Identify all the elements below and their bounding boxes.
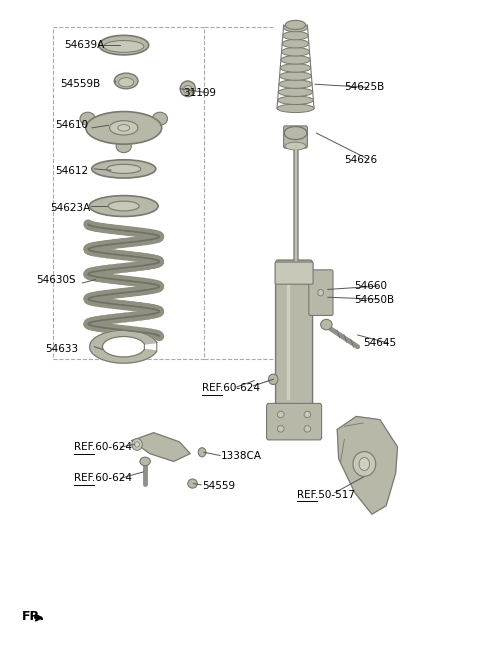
Polygon shape	[90, 330, 157, 363]
Text: FR.: FR.	[22, 610, 45, 623]
Text: 1338CA: 1338CA	[221, 451, 262, 461]
Ellipse shape	[198, 447, 206, 457]
Text: REF.60-624: REF.60-624	[202, 384, 260, 394]
Ellipse shape	[280, 64, 311, 72]
FancyBboxPatch shape	[284, 126, 307, 148]
Ellipse shape	[277, 411, 284, 418]
Ellipse shape	[86, 112, 162, 144]
Text: 31109: 31109	[183, 87, 216, 98]
Text: 54633: 54633	[46, 344, 79, 354]
Ellipse shape	[285, 20, 306, 30]
Ellipse shape	[282, 39, 309, 48]
Bar	[53, 27, 204, 359]
Ellipse shape	[152, 112, 168, 125]
Text: 54660: 54660	[354, 281, 387, 291]
Ellipse shape	[119, 78, 134, 87]
Text: 54639A: 54639A	[64, 40, 105, 50]
Text: 54650B: 54650B	[354, 296, 394, 306]
Text: 54645: 54645	[363, 338, 396, 348]
Ellipse shape	[284, 127, 307, 139]
Ellipse shape	[140, 457, 150, 466]
Text: 54630S: 54630S	[36, 275, 76, 284]
Ellipse shape	[277, 104, 314, 112]
Text: 54623A: 54623A	[50, 203, 90, 213]
Text: 54559: 54559	[202, 481, 235, 491]
Ellipse shape	[99, 35, 149, 55]
Ellipse shape	[104, 41, 144, 53]
Text: REF.60-624: REF.60-624	[74, 473, 132, 484]
Ellipse shape	[180, 81, 195, 97]
Ellipse shape	[107, 164, 141, 173]
Ellipse shape	[353, 451, 376, 476]
Ellipse shape	[188, 479, 197, 488]
Ellipse shape	[118, 125, 130, 131]
Ellipse shape	[277, 426, 284, 432]
Text: 54625B: 54625B	[344, 83, 384, 93]
Text: 54626: 54626	[344, 156, 377, 166]
Ellipse shape	[92, 160, 156, 178]
FancyBboxPatch shape	[276, 260, 312, 418]
Ellipse shape	[80, 112, 95, 125]
FancyBboxPatch shape	[309, 270, 333, 315]
Ellipse shape	[108, 201, 139, 211]
Ellipse shape	[318, 290, 324, 296]
Ellipse shape	[279, 72, 312, 80]
Ellipse shape	[283, 32, 308, 40]
Ellipse shape	[285, 142, 306, 150]
FancyBboxPatch shape	[275, 262, 313, 284]
Text: REF.50-517: REF.50-517	[297, 489, 355, 499]
Ellipse shape	[321, 319, 332, 330]
Ellipse shape	[114, 73, 138, 89]
Ellipse shape	[359, 457, 370, 470]
Ellipse shape	[183, 85, 192, 93]
Polygon shape	[337, 417, 397, 514]
Text: 54559B: 54559B	[60, 79, 100, 89]
Text: REF.60-624: REF.60-624	[74, 442, 132, 452]
Text: 54610: 54610	[55, 120, 88, 130]
Ellipse shape	[277, 96, 313, 104]
Ellipse shape	[284, 23, 308, 32]
Ellipse shape	[281, 56, 310, 64]
FancyBboxPatch shape	[266, 403, 322, 440]
Polygon shape	[132, 433, 190, 461]
Ellipse shape	[135, 442, 139, 447]
Ellipse shape	[268, 374, 278, 384]
Text: 54612: 54612	[55, 166, 88, 176]
Ellipse shape	[109, 121, 138, 135]
Ellipse shape	[282, 47, 310, 56]
Ellipse shape	[132, 439, 142, 450]
Ellipse shape	[116, 139, 132, 152]
Ellipse shape	[89, 196, 158, 216]
Ellipse shape	[279, 80, 312, 88]
Ellipse shape	[304, 411, 311, 418]
Ellipse shape	[304, 426, 311, 432]
Ellipse shape	[278, 88, 312, 97]
